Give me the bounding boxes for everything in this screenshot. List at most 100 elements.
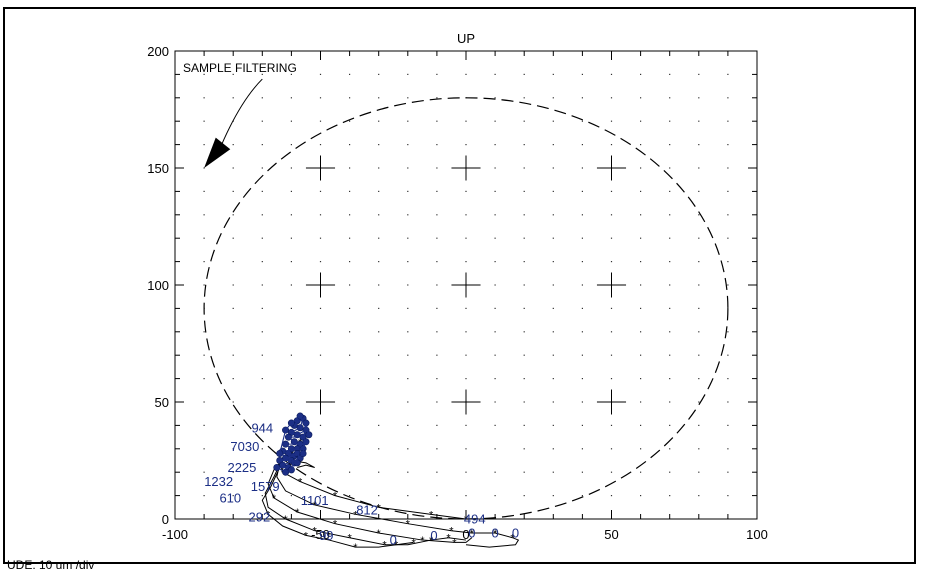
grid-dot [407,471,409,473]
grid-dot [349,378,351,380]
grid-dot [407,424,409,426]
grid-dot [523,424,525,426]
data-point-marker: * [304,530,309,542]
grid-dot [349,284,351,286]
grid-dot [232,97,234,99]
grid-dot [203,448,205,450]
grid-dot [610,237,613,239]
grid-dot [436,471,438,473]
point-label: 0 [491,526,498,541]
grid-dot [698,144,700,146]
grid-dot [407,214,409,216]
grid-dot [407,73,409,75]
data-point-marker: * [377,502,382,514]
point-label: 494 [464,512,486,527]
grid-dot [552,284,554,286]
grid-dot [727,354,729,356]
grid-dot [465,190,467,192]
y-tick-label: 50 [155,395,169,410]
data-point-marker: * [470,528,475,540]
grid-dot [523,495,525,497]
x-tick-label: 50 [604,527,618,542]
grid-dot [523,73,525,75]
grid-dot [232,448,234,450]
data-point-marker: * [411,537,416,549]
grid-dot [232,378,234,380]
point-label: 0 [390,533,397,548]
data-trails [261,441,520,548]
grid-dot [523,331,525,333]
grid-dot [494,401,496,403]
point-label: 1232 [204,474,233,489]
grid-dot [523,97,525,99]
grid-dot [581,424,583,426]
y-tick-label: 150 [147,161,169,176]
grid-dot [727,167,729,169]
grid-dot [261,190,263,192]
grid-dot [640,73,642,75]
point-label: 292 [249,509,271,524]
grid-dot [290,120,292,122]
grid-dot [349,401,351,403]
grid-dot [610,261,613,263]
grid-dot [261,284,263,286]
x-tick-label: 0 [462,527,469,542]
grid-dot [698,448,700,450]
grid-dot [640,354,642,356]
grid-dot [378,190,380,192]
grid-dot [640,495,642,497]
data-point-marker: * [406,519,411,531]
grid-dot [436,144,438,146]
grid-dot [349,424,351,426]
point-label: 1579 [251,479,280,494]
grid-dot [610,495,613,497]
grid-dot [581,307,583,309]
grid-dot [669,237,671,239]
grid-dot [378,307,380,309]
grid-dot [465,331,467,333]
grid-dot [727,261,729,263]
data-point-marker: * [313,500,318,512]
grid-dot [581,378,583,380]
grid-dot [581,448,583,450]
grid-dot [261,471,263,473]
grid-dot [261,167,263,169]
grid-dot [261,495,263,497]
grid-dot [523,214,525,216]
data-point-marker: * [420,535,425,547]
point-label: 2225 [227,460,256,475]
data-point-marker: * [464,514,469,526]
grid-dot [319,354,322,356]
grid-dot [261,448,263,450]
grid-dot [523,167,525,169]
grid-dot [669,73,671,75]
grid-dot [407,307,409,309]
grid-dot [494,495,496,497]
grid-dot [436,354,438,356]
grid-dot [581,120,583,122]
grid-dot [319,97,322,99]
grid-dot [523,307,525,309]
grid-dot [203,190,205,192]
grid-dot [378,424,380,426]
grid-dot [407,97,409,99]
grid-dot [378,167,380,169]
grid-dot [232,424,234,426]
grid-dot [494,120,496,122]
chart-frame: -100 -50 0 50 100 0 50 100 150 200 UP SAMPLE FILT… [3,7,916,572]
grid-dot [669,120,671,122]
grid-dot [290,378,292,380]
grid-dot [261,120,263,122]
grid-dot [465,354,467,356]
grid-dot [232,354,234,356]
grid-dot [349,214,351,216]
grid-dot [523,120,525,122]
data-trail [261,467,414,548]
grid-dot [436,307,438,309]
grid-dot [727,190,729,192]
grid-dot [261,424,263,426]
grid-dot [698,424,700,426]
grid-dot [319,495,322,497]
grid-dot [552,214,554,216]
